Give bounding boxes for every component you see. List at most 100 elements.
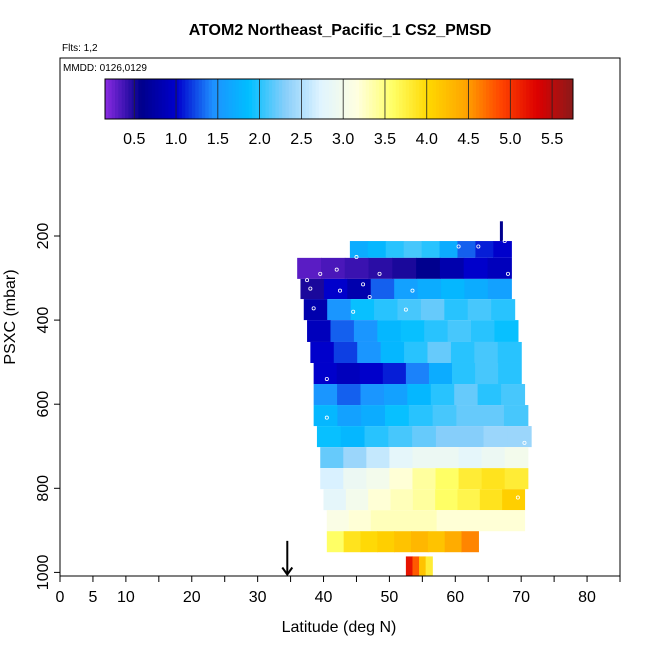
- heatmap-cell-2-8: [487, 278, 512, 300]
- colorbar-cell-46: [258, 79, 263, 119]
- colorbar-cell-135: [556, 79, 561, 119]
- heatmap-cell-5-0: [310, 341, 335, 363]
- colorbar-cell-77: [362, 79, 367, 119]
- heatmap-cell-5-3: [380, 341, 405, 363]
- colorbar-cell-64: [318, 79, 323, 119]
- heatmap-cell-8-3: [385, 405, 410, 427]
- heatmap-cell-12-2: [368, 489, 392, 511]
- colorbar-cell-97: [429, 79, 434, 119]
- heatmap-layer: [297, 221, 532, 576]
- colorbar-cell-25: [188, 79, 193, 119]
- colorbar-cell-109: [469, 79, 474, 119]
- colorbar-cell-112: [479, 79, 484, 119]
- colorbar-cell-60: [305, 79, 310, 119]
- heatmap-cell-2-1: [323, 278, 348, 300]
- heatmap-cell-10-6: [458, 447, 483, 469]
- colorbar-cell-139: [569, 79, 574, 119]
- colorbar-tick-label-10: 5.5: [541, 131, 563, 148]
- heatmap-cell-11-2: [366, 468, 391, 490]
- x-tick-label-9: 80: [578, 589, 596, 606]
- heatmap-cell-7-2: [360, 384, 385, 406]
- data-point-4: [505, 271, 510, 276]
- colorbar-cell-20: [171, 79, 176, 119]
- heatmap-cell-13-2: [370, 510, 394, 532]
- colorbar-cell-1: [108, 79, 113, 119]
- colorbar-cell-130: [539, 79, 544, 119]
- data-point-8: [334, 267, 339, 272]
- colorbar-cell-86: [392, 79, 397, 119]
- colorbar-cell-49: [268, 79, 273, 119]
- heatmap-cell-6-1: [336, 362, 361, 385]
- heatmap-cell-8-7: [480, 405, 505, 427]
- colorbar-cell-71: [342, 79, 347, 119]
- colorbar-cell-104: [452, 79, 457, 119]
- colorbar-cell-3: [115, 79, 119, 119]
- colorbar-cell-47: [262, 79, 266, 119]
- colorbar-cell-59: [302, 79, 307, 119]
- colorbar-cell-89: [402, 79, 407, 119]
- heatmap-cell-15-1: [412, 556, 420, 576]
- heatmap-cell-5-5: [427, 341, 452, 363]
- colorbar-cell-27: [195, 79, 200, 119]
- heatmap-cell-1-7: [463, 257, 489, 279]
- colorbar-cell-92: [412, 79, 417, 119]
- heatmap-cell-8-4: [408, 405, 434, 427]
- colorbar-cell-133: [549, 79, 554, 119]
- colorbar-cell-67: [328, 79, 333, 119]
- colorbar-cell-26: [191, 79, 196, 119]
- colorbar-cell-111: [476, 79, 480, 119]
- plot-frame: [59, 57, 621, 577]
- heatmap-cell-4-0: [307, 320, 332, 342]
- heatmap-cell-2-7: [464, 278, 489, 300]
- location-arrow: [281, 540, 294, 577]
- heatmap-cell-0-0: [349, 241, 369, 258]
- colorbar-cell-69: [335, 79, 340, 119]
- heatmap-cell-8-0: [313, 405, 339, 427]
- data-point-9: [308, 286, 313, 291]
- heatmap-cell-0-7: [475, 241, 494, 258]
- data-point-17: [324, 376, 329, 381]
- x-tick-label-1: 5: [88, 589, 97, 606]
- colorbar-tick-label-7: 4.0: [416, 131, 438, 148]
- heatmap-cell-7-0: [313, 384, 338, 406]
- colorbar-cell-114: [486, 79, 490, 119]
- x-tick-label-6: 50: [381, 589, 399, 606]
- colorbar-cell-38: [232, 79, 236, 119]
- heatmap-cell-0-5: [439, 241, 459, 258]
- heatmap-cell-12-4: [412, 489, 436, 511]
- heatmap-cell-11-7: [481, 468, 506, 490]
- colorbar-cell-115: [489, 79, 494, 119]
- colorbar-cell-40: [238, 79, 243, 119]
- colorbar-cell-6: [125, 79, 129, 119]
- heatmap-cell-13-0: [326, 510, 350, 532]
- heatmap-cell-5-6: [450, 341, 475, 363]
- heatmap-cell-10-5: [435, 447, 460, 469]
- colorbar-cell-126: [526, 79, 531, 119]
- heatmap-cell-14-8: [461, 531, 479, 553]
- heatmap-cell-10-1: [343, 447, 367, 469]
- x-tick-label-0: 0: [56, 589, 65, 606]
- colorbar-cell-119: [502, 79, 507, 119]
- heatmap-cell-4-8: [494, 320, 519, 342]
- colorbar-cell-48: [265, 79, 270, 119]
- colorbar-cell-80: [372, 79, 377, 119]
- heatmap-cell-3-3: [374, 299, 399, 321]
- heatmap-cell-14-7: [444, 531, 463, 553]
- colorbar-cell-70: [339, 79, 343, 119]
- heatmap-cell-14-6: [427, 531, 446, 553]
- heatmap-cell-4-7: [471, 320, 496, 342]
- colorbar-cell-31: [208, 79, 213, 119]
- colorbar-cell-57: [295, 79, 300, 119]
- heatmap-cell-8-1: [337, 405, 362, 427]
- colorbar-cell-122: [512, 79, 517, 119]
- heatmap-cell-1-3: [368, 257, 393, 279]
- colorbar-cell-79: [369, 79, 373, 119]
- heatmap-cell-2-6: [441, 278, 466, 300]
- colorbar-cell-5: [121, 79, 126, 119]
- data-point-1: [456, 244, 461, 249]
- heatmap-cell-14-3: [377, 531, 395, 553]
- colorbar-cell-136: [559, 79, 564, 119]
- data-point-3: [354, 255, 359, 260]
- colorbar-tick-label-6: 3.5: [374, 131, 396, 148]
- colorbar-tick-label-1: 1.0: [165, 131, 187, 148]
